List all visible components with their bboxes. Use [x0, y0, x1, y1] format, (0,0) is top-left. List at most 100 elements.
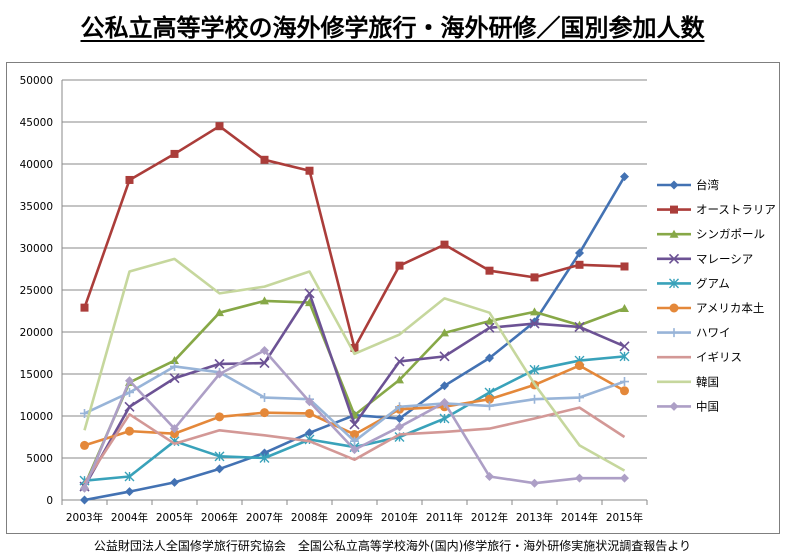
data-point: [530, 394, 539, 404]
data-point: [440, 398, 449, 408]
legend-marker: [669, 229, 679, 238]
y-tick-label: 5000: [26, 453, 53, 465]
data-point: [575, 473, 584, 483]
data-point: [485, 266, 494, 275]
x-tick-label: 2009年: [336, 511, 373, 524]
data-point: [125, 376, 134, 386]
data-point: [349, 419, 360, 430]
data-point: [619, 351, 630, 362]
data-point: [215, 464, 224, 474]
x-tick-label: 2011年: [426, 511, 463, 524]
data-point: [485, 394, 494, 404]
data-point: [214, 451, 225, 462]
x-tick-label: 2014年: [561, 511, 598, 524]
data-point: [439, 351, 450, 362]
data-point: [395, 414, 404, 424]
data-point: [485, 471, 494, 481]
x-tick-label: 2008年: [291, 511, 328, 524]
y-tick-label: 30000: [20, 243, 53, 255]
data-point: [620, 303, 629, 312]
data-point: [169, 373, 180, 384]
data-point: [485, 353, 494, 363]
data-point: [530, 307, 539, 316]
data-point: [350, 445, 359, 455]
legend-marker: [669, 278, 679, 289]
data-point: [574, 321, 585, 333]
y-tick-label: 35000: [20, 201, 53, 213]
data-point: [215, 308, 224, 317]
data-point: [575, 393, 584, 403]
source-note: 公益財団法人全国修学旅行研究協会 全国公私立高等学校海外(国内)修学旅行・海外研…: [93, 539, 692, 553]
legend-label: グアム: [696, 276, 730, 290]
data-point: [440, 381, 449, 391]
data-point: [124, 471, 135, 482]
data-point: [530, 273, 539, 282]
legend-marker: [668, 253, 680, 264]
data-point: [170, 477, 179, 487]
data-point: [125, 426, 134, 436]
data-point: [485, 316, 494, 325]
data-point: [80, 440, 89, 450]
data-point: [305, 428, 314, 438]
data-point: [80, 483, 89, 493]
data-point: [124, 401, 135, 412]
data-point: [305, 166, 314, 175]
data-point: [305, 397, 314, 407]
data-point: [304, 288, 315, 299]
data-point: [620, 377, 629, 387]
data-point: [575, 248, 584, 258]
x-tick-label: 2013年: [516, 511, 553, 524]
data-point: [529, 318, 540, 329]
x-tick-label: 2015年: [606, 511, 643, 524]
y-tick-label: 25000: [20, 285, 53, 297]
data-point: [484, 322, 495, 333]
legend-label: 台湾: [696, 178, 719, 192]
data-point: [575, 260, 584, 269]
data-point: [530, 478, 539, 488]
data-point: [620, 262, 629, 271]
data-point: [170, 429, 179, 439]
data-point: [125, 175, 134, 184]
y-tick-label: 50000: [20, 75, 53, 87]
x-tick-label: 2005年: [156, 511, 193, 524]
legend-marker: [669, 303, 679, 313]
data-point: [125, 387, 134, 397]
data-point: [80, 495, 89, 505]
chart-title: 公私立高等学校の海外修学旅行・海外研修／国別参加人数: [0, 8, 785, 43]
legend-marker: [669, 401, 679, 411]
data-point: [395, 375, 404, 384]
data-point: [440, 240, 449, 249]
data-point: [395, 402, 404, 412]
legend-marker: [670, 205, 678, 214]
y-tick-label: 0: [46, 495, 53, 507]
legend-label: 韓国: [696, 375, 719, 389]
data-point: [529, 364, 540, 375]
data-point: [170, 356, 179, 365]
data-point: [215, 412, 224, 422]
x-tick-label: 2007年: [246, 511, 283, 524]
data-point: [620, 473, 629, 483]
legend-label: マレーシア: [696, 252, 753, 266]
data-point: [485, 401, 494, 411]
y-tick-label: 45000: [20, 117, 53, 129]
data-point: [439, 413, 450, 424]
data-point: [215, 122, 224, 131]
data-point: [350, 429, 359, 439]
x-tick-label: 2012年: [471, 511, 508, 524]
data-point: [260, 155, 269, 164]
data-point: [170, 149, 179, 158]
data-point: [260, 408, 269, 418]
data-point: [350, 343, 359, 352]
data-point: [305, 298, 314, 307]
data-point: [395, 261, 404, 270]
line-chart: 0 5000 10000 15000 20000 25000 30000 35000 40000…: [20, 75, 776, 524]
legend-label: アメリカ本土: [696, 301, 764, 315]
data-point: [575, 361, 584, 371]
data-point: [80, 303, 89, 312]
data-point: [170, 361, 179, 371]
legend-label: オーストラリア: [696, 203, 776, 217]
data-point: [305, 408, 314, 418]
data-point: [259, 453, 270, 463]
data-point: [440, 328, 449, 337]
x-tick-label: 2010年: [381, 511, 418, 524]
